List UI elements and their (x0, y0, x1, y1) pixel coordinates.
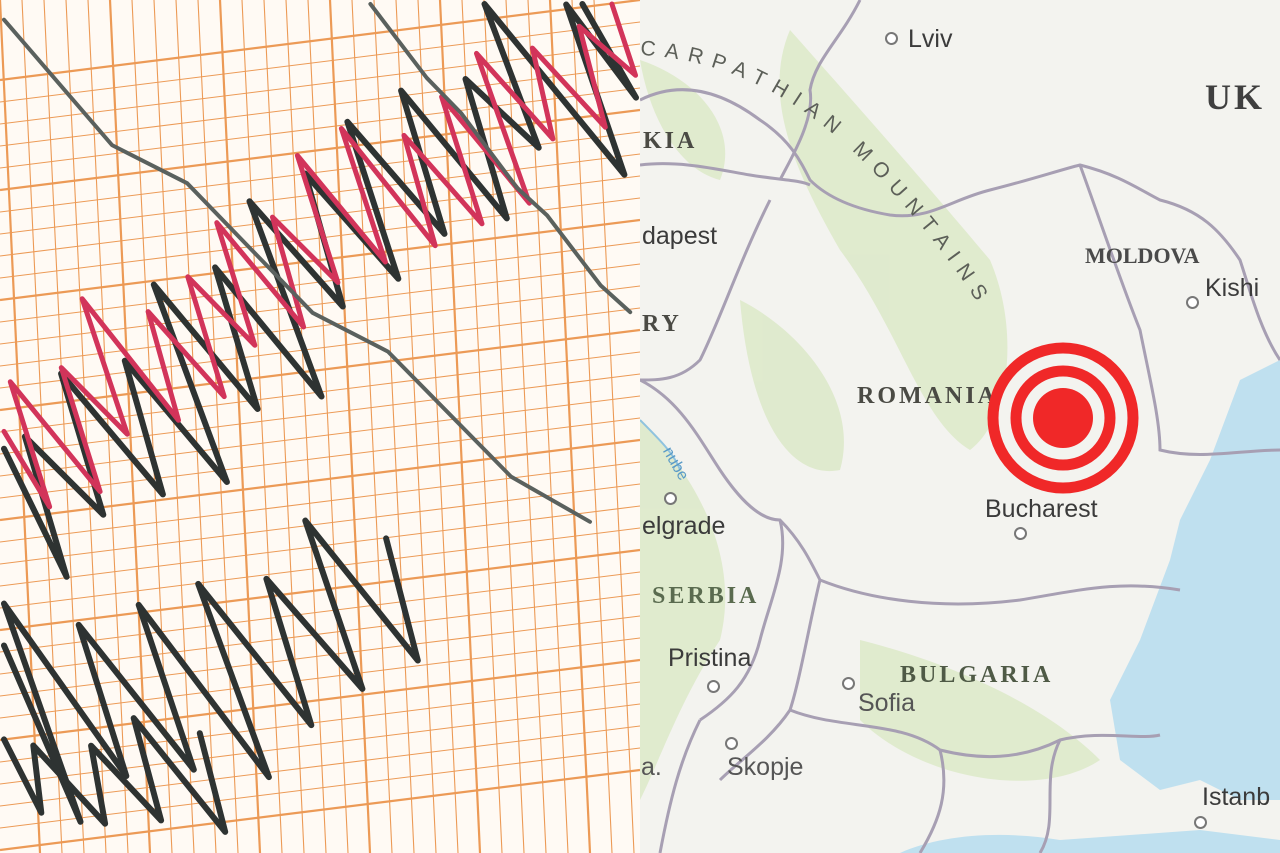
seismogram-chart (0, 0, 640, 853)
city-marker-istanbul (1194, 816, 1207, 829)
country-label-romania: ROMANIA (857, 383, 998, 409)
danube-river (640, 419, 681, 471)
city-label-budapest: dapest (642, 222, 718, 250)
city-marker-bucharest (1014, 527, 1027, 540)
city-label-istanbul: Istanb (1202, 783, 1271, 811)
country-label-serbia: SERBIA (652, 583, 760, 609)
country-label-ukraine: UK (1205, 77, 1265, 117)
country-label-bulgaria: BULGARIA (900, 662, 1054, 688)
city-label-partial: a. (641, 753, 662, 781)
map-base: nube CARPATHIAN MOUNTAINS (640, 0, 1280, 853)
city-label-belgrade: elgrade (642, 512, 726, 540)
seismic-trace-dark (1, 715, 229, 835)
city-label-lviv: Lviv (908, 25, 953, 53)
city-marker-skopje (725, 737, 738, 750)
city-label-bucharest: Bucharest (985, 495, 1098, 523)
country-borders (640, 0, 1280, 853)
city-label-sofia: Sofia (858, 689, 915, 717)
city-marker-sofia (842, 677, 855, 690)
city-marker-lviv (885, 32, 898, 45)
seismic-trace-red (1, 1, 638, 510)
sea-south (900, 830, 1280, 853)
city-label-kishinev: Kishi (1205, 274, 1260, 302)
country-label-moldova: MOLDOVA (1085, 243, 1200, 268)
seismograph-photo (0, 0, 640, 853)
city-label-pristina: Pristina (668, 644, 752, 672)
black-sea (1110, 360, 1280, 800)
country-label-slovakia: KIA (643, 128, 698, 154)
seismic-trace-gray (2, 17, 592, 524)
city-marker-kishinev (1186, 296, 1199, 309)
earthquake-map: nube CARPATHIAN MOUNTAINS KIA RY UK MOLD… (640, 0, 1280, 853)
seismic-trace-dark (1, 1, 639, 580)
relief-shading (640, 30, 1100, 800)
earthquake-epicenter-icon (987, 342, 1139, 494)
city-label-skopje: Skopje (727, 753, 804, 781)
seismic-trace-dark (1, 517, 421, 825)
city-marker-pristina (707, 680, 720, 693)
graph-paper-grid (0, 0, 640, 853)
country-label-hungary: RY (642, 311, 682, 337)
seismic-trace-gray (368, 2, 633, 315)
city-marker-belgrade (664, 492, 677, 505)
